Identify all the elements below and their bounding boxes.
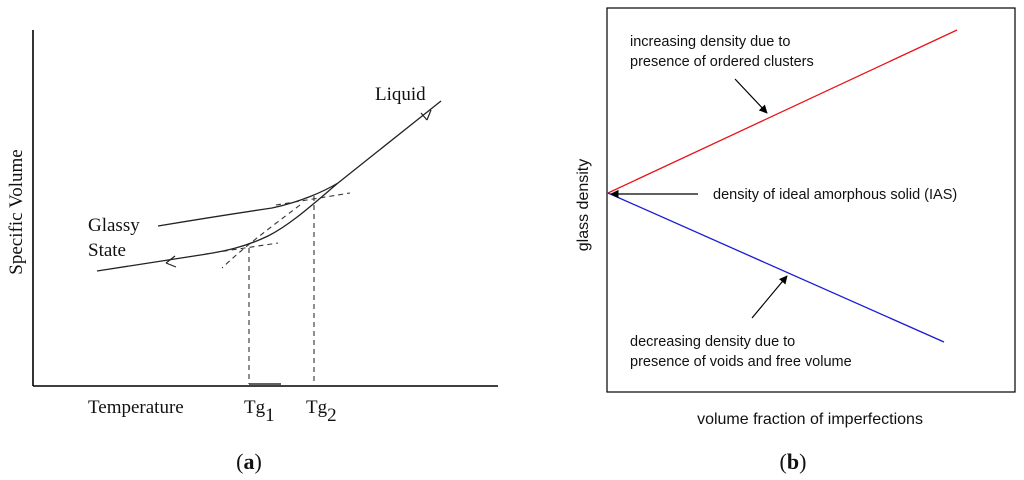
label-glassy: Glassy: [88, 215, 140, 236]
tg2-label: Tg2: [306, 397, 337, 426]
liquid-direction-arrow: [420, 109, 432, 121]
annotation-ias: density of ideal amorphous solid (IAS): [713, 187, 957, 203]
annotation-increasing-line2: presence of ordered clusters: [630, 54, 814, 70]
glassy-curve-lower: [96, 253, 208, 272]
label-state: State: [88, 240, 126, 261]
panel-a: Specific Volume Temperature Liquid Glass…: [6, 30, 498, 474]
increasing-density-line: [607, 29, 958, 194]
annotation-increasing-line1: increasing density due to: [630, 34, 790, 50]
panel-b-y-axis-label: glass density: [575, 159, 592, 252]
liquid-curve: [337, 100, 442, 184]
decreasing-density-line: [607, 192, 945, 343]
dashed-extrapolation-upper: [275, 192, 351, 206]
label-liquid: Liquid: [375, 84, 426, 105]
panel-a-x-axis-label: Temperature: [88, 397, 184, 418]
glassy-direction-arrow: [165, 255, 177, 268]
panel-b: increasing density due to presence of or…: [575, 7, 1016, 474]
panel-a-y-axis-label: Specific Volume: [6, 149, 27, 274]
arrow-to-increasing-line: [734, 78, 768, 114]
dashed-liquid-extension: [221, 204, 301, 269]
dashed-extrapolation-lower: [204, 242, 279, 255]
panel-b-caption: (b): [780, 449, 807, 474]
glassy-curve-upper: [157, 182, 339, 227]
arrow-to-decreasing-line: [751, 275, 788, 319]
annotation-decreasing-line1: decreasing density due to: [630, 334, 795, 350]
annotation-decreasing-line2: presence of voids and free volume: [630, 354, 852, 370]
panel-a-caption: (a): [236, 449, 262, 474]
tg1-label: Tg1: [244, 397, 275, 426]
panel-b-frame: [606, 7, 1016, 393]
panel-b-x-axis-label: volume fraction of imperfections: [697, 411, 923, 428]
